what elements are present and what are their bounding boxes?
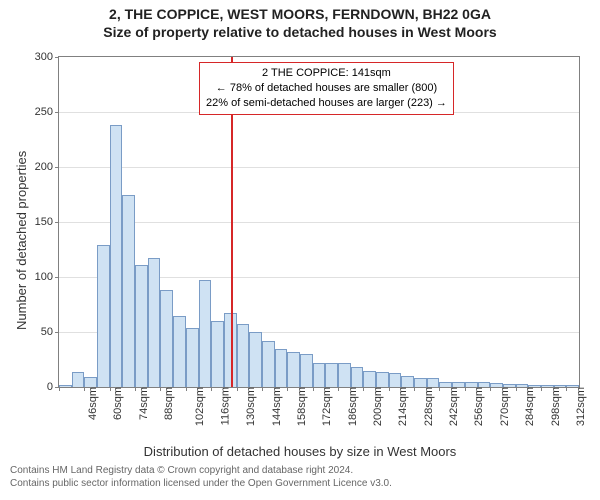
histogram-bar — [237, 324, 250, 387]
histogram-bar — [186, 328, 199, 387]
gridline-h — [59, 167, 579, 168]
attribution-line2: Contains public sector information licen… — [10, 477, 392, 490]
histogram-bar — [110, 125, 123, 387]
histogram-bar — [262, 341, 275, 387]
histogram-bar — [300, 354, 313, 387]
ytick-label: 150 — [35, 216, 59, 228]
histogram-bar — [338, 363, 351, 387]
ytick-label: 200 — [35, 161, 59, 173]
xtick-mark — [313, 387, 314, 391]
xtick-mark — [160, 387, 161, 391]
histogram-bar — [199, 280, 212, 387]
xtick-mark — [211, 387, 212, 391]
xtick-label: 60sqm — [110, 387, 124, 420]
histogram-bar — [211, 321, 224, 387]
chart-title-line1: 2, THE COPPICE, WEST MOORS, FERNDOWN, BH… — [0, 6, 600, 22]
histogram-bar — [414, 378, 427, 387]
ytick-label: 0 — [47, 381, 59, 393]
histogram-bar — [287, 352, 300, 387]
xtick-label: 172sqm — [319, 387, 333, 426]
histogram-bar — [84, 377, 97, 387]
histogram-bar — [401, 376, 414, 387]
histogram-bar — [313, 363, 326, 387]
xtick-label: 256sqm — [472, 387, 486, 426]
xtick-label: 102sqm — [193, 387, 207, 426]
xtick-mark — [237, 387, 238, 391]
chart-container: 2, THE COPPICE, WEST MOORS, FERNDOWN, BH… — [0, 0, 600, 500]
annotation-box: 2 THE COPPICE: 141sqm← 78% of detached h… — [199, 62, 454, 115]
xtick-label: 130sqm — [243, 387, 257, 426]
xtick-mark — [287, 387, 288, 391]
histogram-bar — [173, 316, 186, 388]
histogram-bar — [351, 367, 364, 387]
annotation-line: 2 THE COPPICE: 141sqm — [206, 66, 447, 81]
histogram-bar — [59, 385, 72, 387]
ytick-label: 50 — [41, 326, 59, 338]
histogram-bar — [122, 195, 135, 388]
xtick-label: 88sqm — [161, 387, 175, 420]
xtick-label: 74sqm — [136, 387, 150, 420]
xtick-mark — [186, 387, 187, 391]
xtick-label: 298sqm — [548, 387, 562, 426]
ytick-label: 100 — [35, 271, 59, 283]
xtick-label: 270sqm — [497, 387, 511, 426]
attribution-line1: Contains HM Land Registry data © Crown c… — [10, 464, 392, 477]
annotation-line: ← 78% of detached houses are smaller (80… — [206, 81, 447, 96]
histogram-bar — [389, 373, 402, 387]
xtick-label: 242sqm — [446, 387, 460, 426]
xtick-mark — [541, 387, 542, 391]
xtick-label: 284sqm — [522, 387, 536, 426]
xtick-label: 200sqm — [370, 387, 384, 426]
xtick-label: 228sqm — [421, 387, 435, 426]
xtick-mark — [516, 387, 517, 391]
annotation-line: 22% of semi-detached houses are larger (… — [206, 96, 447, 111]
y-axis-label: Number of detached properties — [14, 151, 29, 330]
histogram-bar — [135, 265, 148, 387]
xtick-mark — [135, 387, 136, 391]
attribution-text: Contains HM Land Registry data © Crown c… — [10, 464, 392, 490]
histogram-bar — [72, 372, 85, 387]
xtick-mark — [465, 387, 466, 391]
xtick-label: 312sqm — [573, 387, 587, 426]
xtick-label: 186sqm — [345, 387, 359, 426]
xtick-mark — [439, 387, 440, 391]
x-axis-label: Distribution of detached houses by size … — [0, 444, 600, 459]
xtick-mark — [84, 387, 85, 391]
xtick-label: 158sqm — [294, 387, 308, 426]
xtick-label: 46sqm — [85, 387, 99, 420]
histogram-bar — [97, 245, 110, 387]
ytick-label: 300 — [35, 51, 59, 63]
histogram-bar — [363, 371, 376, 388]
chart-title-line2: Size of property relative to detached ho… — [0, 24, 600, 40]
xtick-mark — [389, 387, 390, 391]
xtick-mark — [490, 387, 491, 391]
xtick-mark — [59, 387, 60, 391]
histogram-bar — [249, 332, 262, 387]
histogram-bar — [427, 378, 440, 387]
xtick-label: 116sqm — [217, 387, 231, 425]
xtick-mark — [110, 387, 111, 391]
xtick-mark — [338, 387, 339, 391]
xtick-mark — [262, 387, 263, 391]
gridline-h — [59, 222, 579, 223]
xtick-mark — [566, 387, 567, 391]
xtick-mark — [363, 387, 364, 391]
histogram-bar — [325, 363, 338, 387]
histogram-bar — [275, 349, 288, 388]
histogram-bar — [160, 290, 173, 387]
histogram-bar — [148, 258, 161, 387]
histogram-bar — [376, 372, 389, 387]
xtick-mark — [414, 387, 415, 391]
plot-area: 05010015020025030046sqm60sqm74sqm88sqm10… — [58, 56, 580, 388]
ytick-label: 250 — [35, 106, 59, 118]
xtick-label: 214sqm — [396, 387, 410, 426]
xtick-label: 144sqm — [269, 387, 283, 426]
